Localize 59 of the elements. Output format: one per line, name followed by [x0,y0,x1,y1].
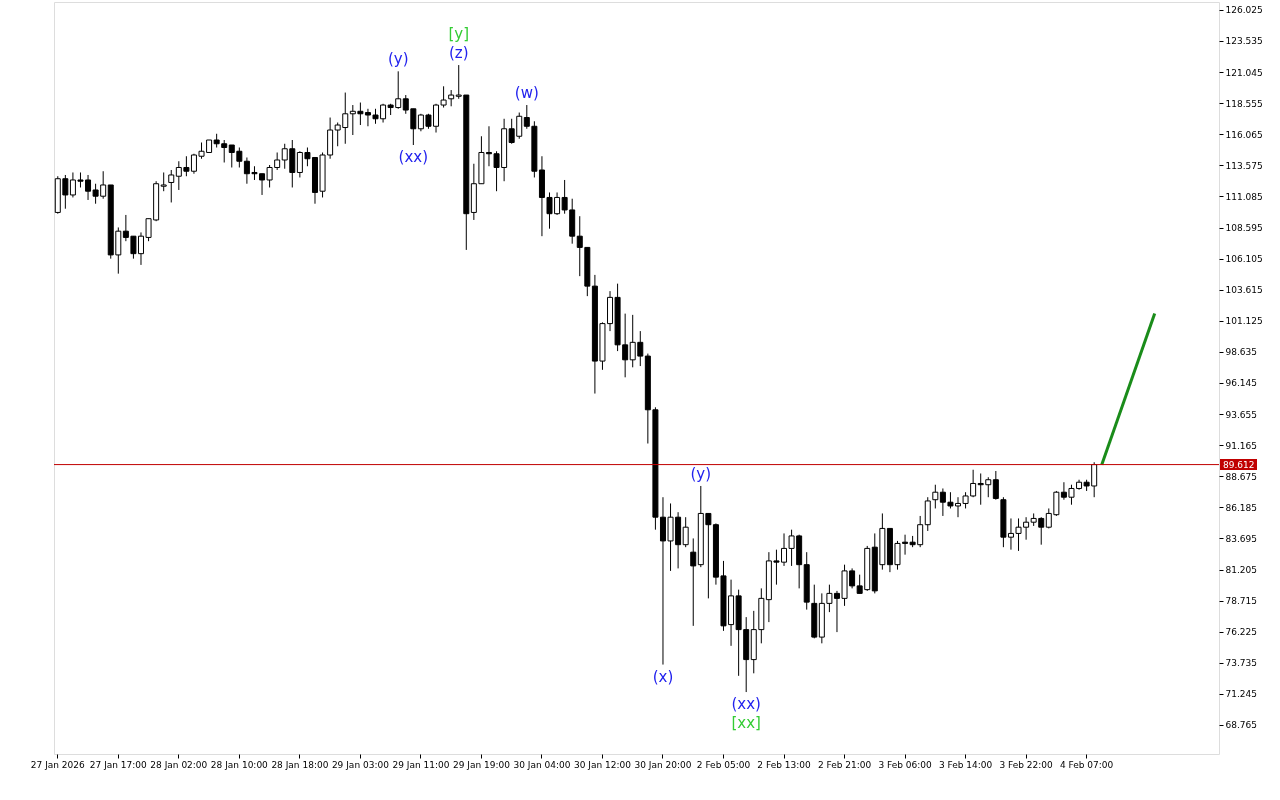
x-tick-label: 3 Feb 14:00 [938,759,993,770]
y-tick-label: 76.225 [1225,627,1257,638]
x-tick-label: 3 Feb 22:00 [999,759,1054,770]
x-tick-label: 30 Jan 12:00 [573,759,632,770]
y-tick-label: 116.065 [1225,129,1263,140]
annotation: (x) [652,667,674,686]
y-tick-label: 98.635 [1225,347,1257,358]
x-tick-label: 30 Jan 04:00 [513,759,571,770]
x-tick-label: 3 Feb 06:00 [878,759,932,770]
annotation: (z) [448,44,469,63]
x-tick-label: 27 Jan 17:00 [89,759,148,770]
y-tick-label: 83.695 [1225,533,1257,544]
candlestick [992,470,999,501]
candlestick [160,171,167,192]
y-tick-label: 86.185 [1225,502,1257,513]
y-tick-label: 68.765 [1225,720,1257,731]
y-tick-label: 91.165 [1225,440,1257,451]
annotation: (xx) [398,148,429,167]
candlestick [690,537,697,627]
y-tick-label: 113.575 [1225,160,1263,171]
x-tick-label: 29 Jan 11:00 [392,759,450,770]
candlestick [168,169,175,203]
ref-line-label: 89.612 [1223,459,1255,470]
x-tick-label: 29 Jan 03:00 [331,759,390,770]
y-tick-label: 111.085 [1225,191,1263,202]
x-tick-label: 28 Jan 18:00 [271,759,329,770]
y-tick-label: 123.535 [1225,36,1263,47]
annotation: (xx) [731,695,761,714]
x-tick-label: 28 Jan 02:00 [150,759,208,770]
y-tick-label: 103.615 [1225,285,1263,296]
x-tick-label: 2 Feb 05:00 [696,759,751,770]
x-tick-label: 4 Feb 07:00 [1059,759,1114,770]
x-tick-label: 2 Feb 13:00 [757,759,811,770]
annotation: (w) [514,84,539,103]
annotation: (y) [690,464,712,483]
y-tick-label: 108.595 [1225,223,1263,233]
y-tick-label: 126.025 [1225,5,1263,16]
annotation: (y) [387,50,409,69]
y-tick-label: 78.715 [1225,596,1257,607]
y-tick-label: 96.145 [1225,378,1257,389]
x-tick-label: 29 Jan 19:00 [452,759,511,770]
candlestick [932,484,939,509]
candlestick [682,516,689,548]
y-tick-label: 88.675 [1225,471,1257,482]
x-tick-label: 2 Feb 21:00 [817,759,872,770]
y-tick-label: 121.045 [1225,67,1263,78]
y-tick-label: 106.105 [1225,254,1263,265]
y-tick-label: 71.245 [1225,689,1257,700]
x-tick-label: 28 Jan 10:00 [210,759,269,770]
annotation: [y] [448,25,470,44]
x-tick-label: 27 Jan 2026 [30,759,86,770]
x-tick-label: 30 Jan 20:00 [634,759,692,770]
y-tick-label: 118.555 [1225,98,1263,109]
y-tick-label: 101.125 [1225,316,1263,327]
y-tick-label: 81.205 [1225,565,1257,576]
candlestick [924,496,931,532]
y-tick-label: 73.735 [1225,658,1257,669]
annotation: [xx] [731,714,761,733]
y-tick-label: 93.655 [1225,409,1257,420]
